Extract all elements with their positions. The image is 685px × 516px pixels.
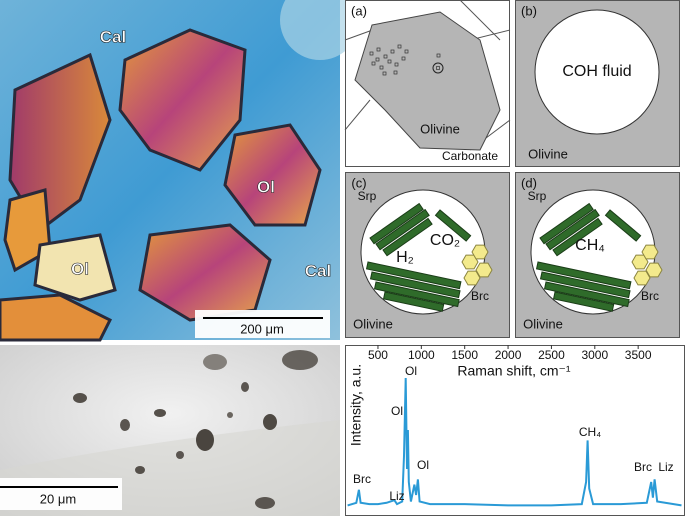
serpentine bbox=[535, 261, 632, 290]
label: H₂ bbox=[396, 249, 414, 266]
label: CO₂ bbox=[430, 232, 460, 249]
peak-label: Liz bbox=[658, 460, 673, 474]
brucite bbox=[641, 244, 659, 260]
serpentine bbox=[604, 209, 642, 242]
label: Brc bbox=[641, 289, 659, 303]
label: Brc bbox=[471, 289, 489, 303]
label: Olivine bbox=[523, 316, 563, 331]
inclusion bbox=[375, 57, 380, 62]
x-tick-label: 500 bbox=[368, 348, 388, 362]
inclusion bbox=[379, 65, 384, 70]
peak-label: Ol bbox=[391, 404, 403, 418]
inclusion bbox=[436, 66, 440, 70]
x-axis-label: Raman shift, cm⁻¹ bbox=[457, 363, 571, 379]
serpentine bbox=[434, 209, 472, 242]
micrograph-top bbox=[0, 0, 360, 342]
label: Olivine bbox=[353, 316, 393, 331]
micrograph-bottom bbox=[0, 345, 340, 516]
peak-label: Brc bbox=[634, 460, 652, 474]
inclusion bbox=[436, 53, 441, 58]
serpentine bbox=[369, 271, 461, 299]
x-tick-label: 3500 bbox=[625, 348, 652, 362]
x-tick-label: 2500 bbox=[538, 348, 565, 362]
x-tick-label: 3000 bbox=[581, 348, 608, 362]
label: COH fluid bbox=[562, 63, 631, 80]
label: Ol bbox=[257, 177, 275, 196]
serpentine bbox=[539, 271, 631, 299]
label: (a) bbox=[351, 3, 367, 18]
inclusion bbox=[401, 56, 406, 61]
mineral-grains bbox=[365, 202, 493, 312]
label: Olivine bbox=[528, 146, 568, 161]
inclusion bbox=[394, 62, 399, 67]
mineral-grains bbox=[535, 202, 663, 312]
label: 20 μm bbox=[40, 491, 76, 506]
inclusion bbox=[382, 71, 387, 76]
x-tick-label: 1000 bbox=[408, 348, 435, 362]
label: (d) bbox=[521, 175, 537, 190]
label: (c) bbox=[351, 175, 366, 190]
inclusion bbox=[371, 61, 376, 66]
label: Cal bbox=[305, 261, 331, 280]
label: 200 μm bbox=[240, 321, 284, 336]
brucite bbox=[463, 270, 481, 286]
label: Carbonate bbox=[442, 149, 498, 163]
label: (b) bbox=[521, 3, 537, 18]
brucite bbox=[475, 262, 493, 278]
peak-label: Liz bbox=[389, 489, 404, 503]
brucite bbox=[471, 244, 489, 260]
label: Srp bbox=[358, 189, 377, 203]
inclusion bbox=[383, 54, 388, 59]
inclusion bbox=[404, 49, 409, 54]
inclusion bbox=[369, 51, 374, 56]
serpentine bbox=[539, 202, 594, 245]
brucite bbox=[633, 270, 651, 286]
inclusion bbox=[397, 44, 402, 49]
inclusion bbox=[390, 49, 395, 54]
peak-label: Ol bbox=[405, 364, 417, 378]
peak-label: CH₄ bbox=[579, 425, 601, 439]
serpentine bbox=[382, 291, 445, 312]
serpentine bbox=[369, 202, 424, 245]
serpentine bbox=[545, 208, 600, 251]
x-tick-label: 2000 bbox=[495, 348, 522, 362]
serpentine bbox=[552, 291, 615, 312]
serpentine bbox=[543, 281, 630, 308]
inclusion bbox=[376, 47, 381, 52]
brucite bbox=[645, 262, 663, 278]
label: Cal bbox=[100, 27, 126, 46]
serpentine bbox=[382, 217, 433, 257]
inclusion bbox=[393, 70, 398, 75]
label: Ol bbox=[71, 259, 89, 278]
serpentine bbox=[365, 261, 462, 290]
y-axis-label: Intensity, a.u. bbox=[348, 364, 364, 446]
label: Srp bbox=[528, 189, 547, 203]
inclusion bbox=[387, 59, 392, 64]
serpentine bbox=[552, 217, 603, 257]
serpentine bbox=[375, 208, 430, 251]
peak-label: Brc bbox=[353, 472, 371, 486]
peak-label: Ol bbox=[417, 458, 429, 472]
label: Olivine bbox=[420, 121, 460, 136]
label: CH₄ bbox=[575, 237, 605, 254]
serpentine bbox=[373, 281, 460, 308]
x-tick-label: 1500 bbox=[451, 348, 478, 362]
spectrum-line bbox=[347, 377, 682, 507]
